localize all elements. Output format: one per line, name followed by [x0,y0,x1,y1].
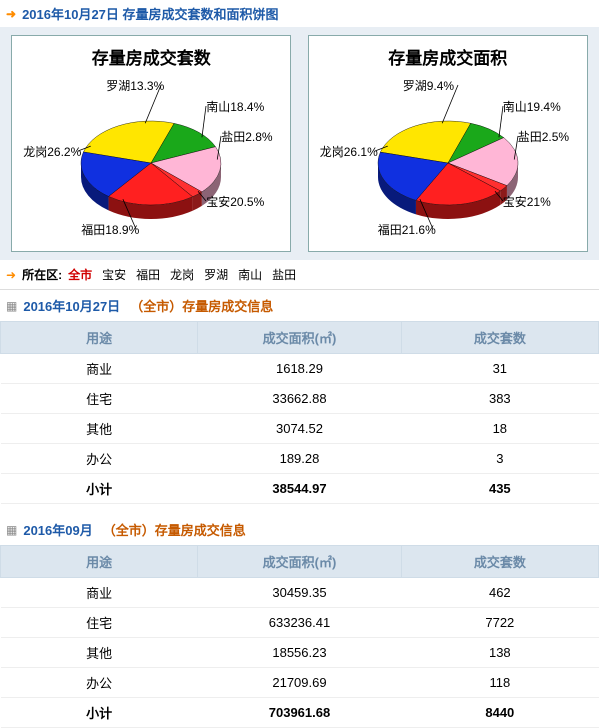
cell: 38544.97 [198,474,401,504]
table-row: 住宅633236.417722 [1,608,599,638]
cell: 383 [401,384,598,414]
cell: 其他 [1,638,198,668]
th: 成交套数 [401,546,598,578]
table1-scope: （全市）存量房成交信息 [130,296,273,315]
chart-box-count: 存量房成交套数 龙岗26.2% 罗湖13.3% 南山18.4% 盐田2.8% 宝安20.… [11,35,291,252]
collapse-icon[interactable]: ▦ [6,299,17,313]
cell: 其他 [1,414,198,444]
cell: 小计 [1,698,198,728]
arrow-icon: ➜ [6,268,16,282]
table-row: 办公21709.69118 [1,668,599,698]
region-active[interactable]: 全市 [68,266,92,283]
cell: 8440 [401,698,598,728]
region-item[interactable]: 罗湖 [204,266,228,283]
arrow-icon: ➜ [6,7,16,21]
cell: 703961.68 [198,698,401,728]
pie-label-futian: 福田21.6% [378,221,436,238]
pie-label-futian: 福田18.9% [81,221,139,238]
cell: 小计 [1,474,198,504]
cell: 办公 [1,444,198,474]
pie-chart-count: 龙岗26.2% 罗湖13.3% 南山18.4% 盐田2.8% 宝安20.5% 福田18.9… [21,73,281,243]
pie-label-baoan: 宝安20.5% [206,193,264,210]
chart-box-area: 存量房成交面积 龙岗26.1% 罗湖9.4% 南山19.4% 盐田2.5% 宝安21% 福… [308,35,588,252]
cell: 189.28 [198,444,401,474]
region-filter-bar: ➜ 所在区: 全市 宝安 福田 龙岗 罗湖 南山 盐田 [0,260,599,290]
cell: 462 [401,578,598,608]
table2-date: 2016年09月 [23,520,92,539]
table-row: 商业30459.35462 [1,578,599,608]
pie-label-yantian: 盐田2.8% [221,128,272,145]
region-item[interactable]: 龙岗 [170,266,194,283]
cell: 商业 [1,354,198,384]
cell: 办公 [1,668,198,698]
th: 成交面积(㎡) [198,322,401,354]
section-header: ➜ 2016年10月27日 存量房成交套数和面积饼图 [0,0,599,27]
cell: 21709.69 [198,668,401,698]
chart1-title: 存量房成交套数 [16,44,286,69]
th: 成交面积(㎡) [198,546,401,578]
cell: 33662.88 [198,384,401,414]
pie-label-yantian: 盐田2.5% [518,128,569,145]
table1-header: ▦ 2016年10月27日 （全市）存量房成交信息 [0,290,599,321]
region-item[interactable]: 南山 [238,266,262,283]
cell: 633236.41 [198,608,401,638]
pie-label-baoan: 宝安21% [503,193,551,210]
pie-label-luohu: 罗湖13.3% [106,77,164,94]
cell: 3 [401,444,598,474]
cell: 18556.23 [198,638,401,668]
table-row: 其他18556.23138 [1,638,599,668]
cell: 31 [401,354,598,384]
cell: 1618.29 [198,354,401,384]
table-row: 其他3074.5218 [1,414,599,444]
pie-label-luohu: 罗湖9.4% [403,77,454,94]
cell: 住宅 [1,608,198,638]
th: 用途 [1,546,198,578]
table2-scope: （全市）存量房成交信息 [103,520,246,539]
region-label: 所在区: [22,266,62,283]
cell: 30459.35 [198,578,401,608]
table-row: 办公189.283 [1,444,599,474]
table2-header: ▦ 2016年09月 （全市）存量房成交信息 [0,514,599,545]
cell: 商业 [1,578,198,608]
region-item[interactable]: 福田 [136,266,160,283]
pie-label-longgang: 龙岗26.2% [23,143,81,160]
pie-label-nanshan: 南山19.4% [503,98,561,115]
table2: 用途 成交面积(㎡) 成交套数 商业30459.35462住宅633236.41… [0,545,599,728]
cell: 138 [401,638,598,668]
th: 成交套数 [401,322,598,354]
cell: 18 [401,414,598,444]
pie-label-longgang: 龙岗26.1% [320,143,378,160]
charts-container: 存量房成交套数 龙岗26.2% 罗湖13.3% 南山18.4% 盐田2.8% 宝安20.… [0,27,599,260]
subtotal-row: 小计703961.688440 [1,698,599,728]
cell: 118 [401,668,598,698]
cell: 3074.52 [198,414,401,444]
table-row: 住宅33662.88383 [1,384,599,414]
collapse-icon[interactable]: ▦ [6,523,17,537]
chart2-title: 存量房成交面积 [313,44,583,69]
th: 用途 [1,322,198,354]
region-item[interactable]: 盐田 [272,266,296,283]
region-item[interactable]: 宝安 [102,266,126,283]
table-row: 商业1618.2931 [1,354,599,384]
cell: 7722 [401,608,598,638]
cell: 435 [401,474,598,504]
section-title: 2016年10月27日 存量房成交套数和面积饼图 [22,4,278,23]
subtotal-row: 小计38544.97435 [1,474,599,504]
table1-date: 2016年10月27日 [23,296,120,315]
pie-chart-area: 龙岗26.1% 罗湖9.4% 南山19.4% 盐田2.5% 宝安21% 福田21.6% [318,73,578,243]
table1: 用途 成交面积(㎡) 成交套数 商业1618.2931住宅33662.88383… [0,321,599,504]
pie-label-nanshan: 南山18.4% [206,98,264,115]
cell: 住宅 [1,384,198,414]
